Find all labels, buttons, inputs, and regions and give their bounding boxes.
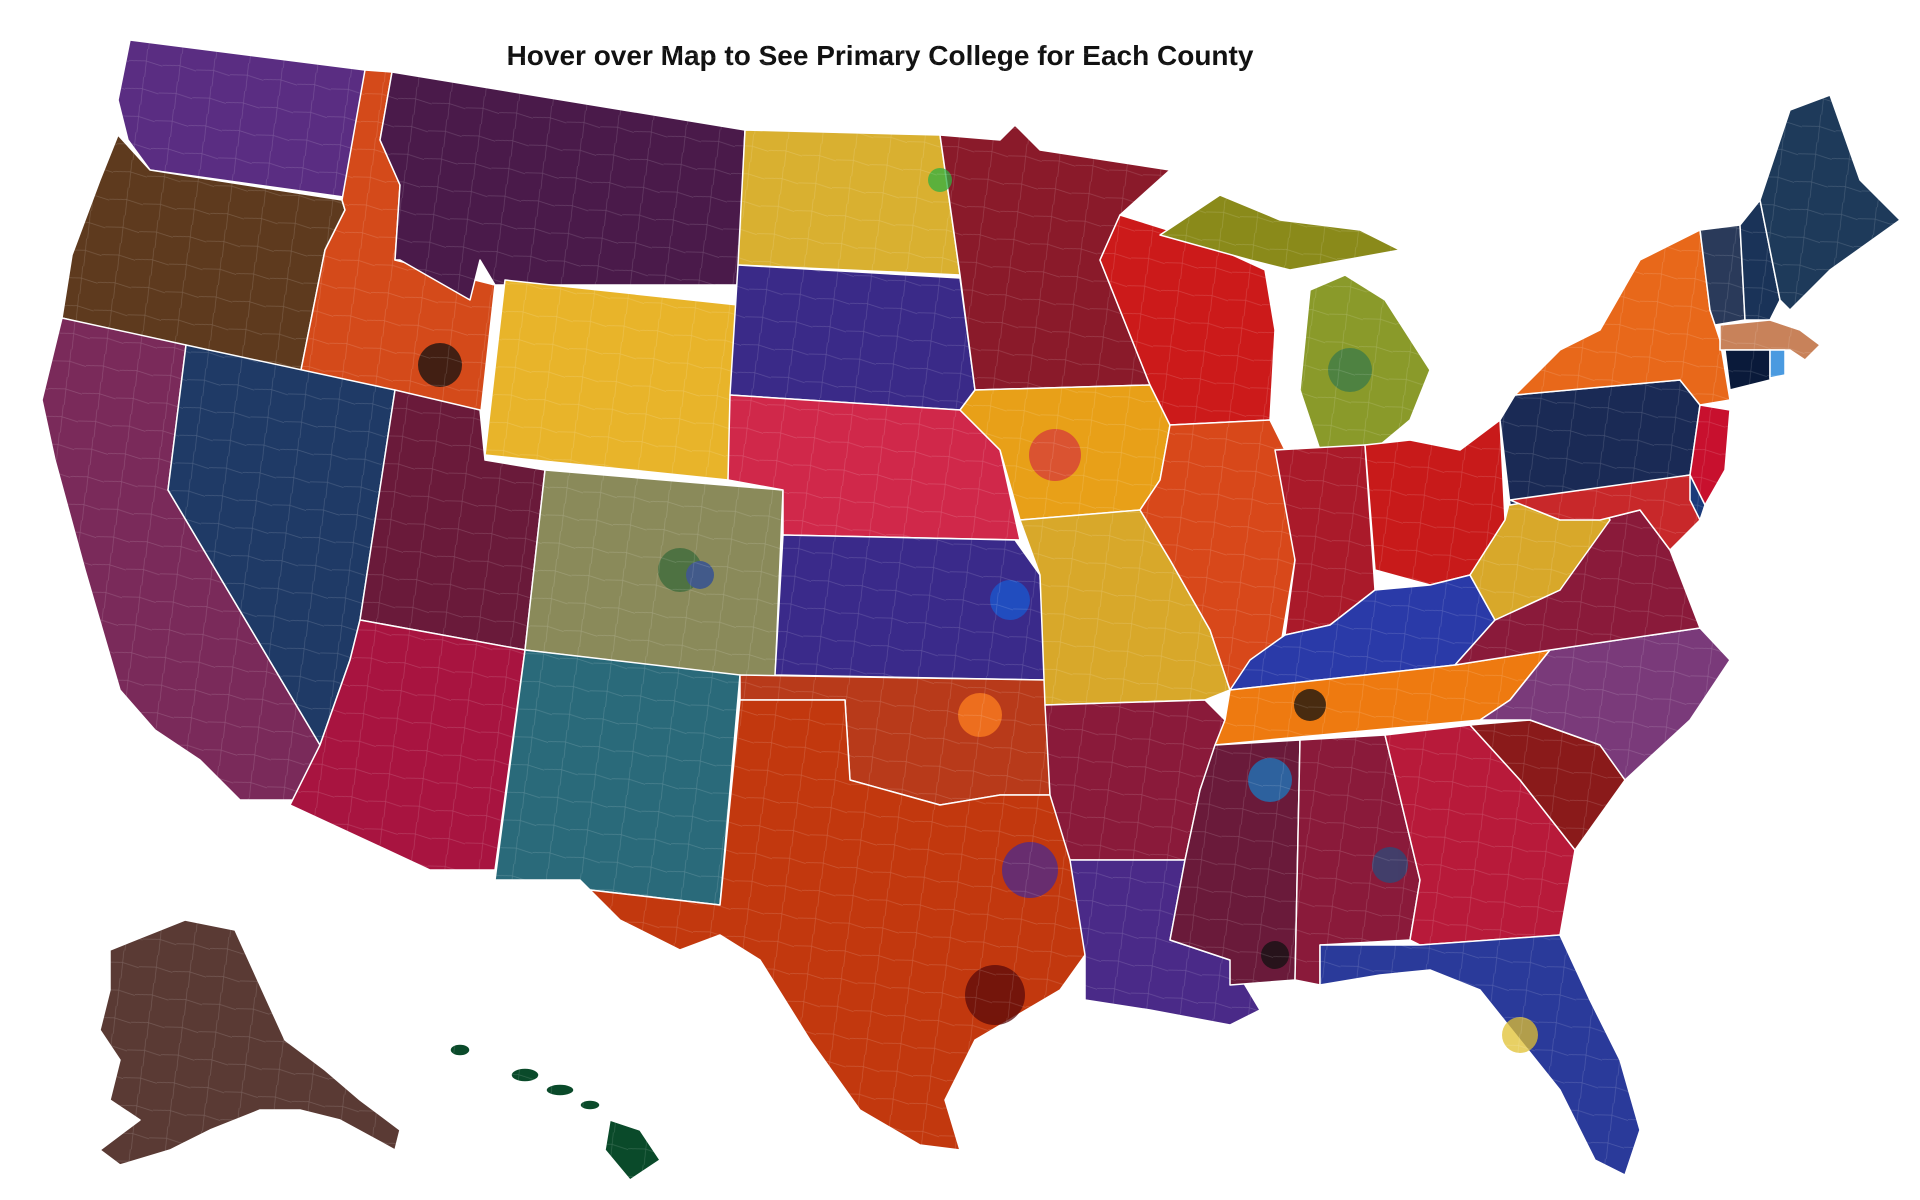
state-florida[interactable] xyxy=(1319,934,1641,1176)
state-michigan-lower[interactable] xyxy=(1299,274,1431,451)
state-colorado[interactable] xyxy=(524,469,784,681)
state-rhode-island[interactable] xyxy=(1769,349,1786,379)
state-new-york[interactable] xyxy=(1514,229,1731,406)
state-wyoming[interactable] xyxy=(484,279,739,481)
state-hawaii[interactable] xyxy=(449,1043,661,1181)
state-montana[interactable] xyxy=(379,71,746,301)
state-connecticut[interactable] xyxy=(1724,349,1771,391)
state-maine[interactable] xyxy=(1759,94,1901,311)
state-south-dakota[interactable] xyxy=(729,264,976,411)
state-new-mexico[interactable] xyxy=(494,649,741,906)
state-kansas[interactable] xyxy=(774,534,1046,681)
state-north-dakota[interactable] xyxy=(737,129,961,276)
state-alaska[interactable] xyxy=(99,919,401,1166)
